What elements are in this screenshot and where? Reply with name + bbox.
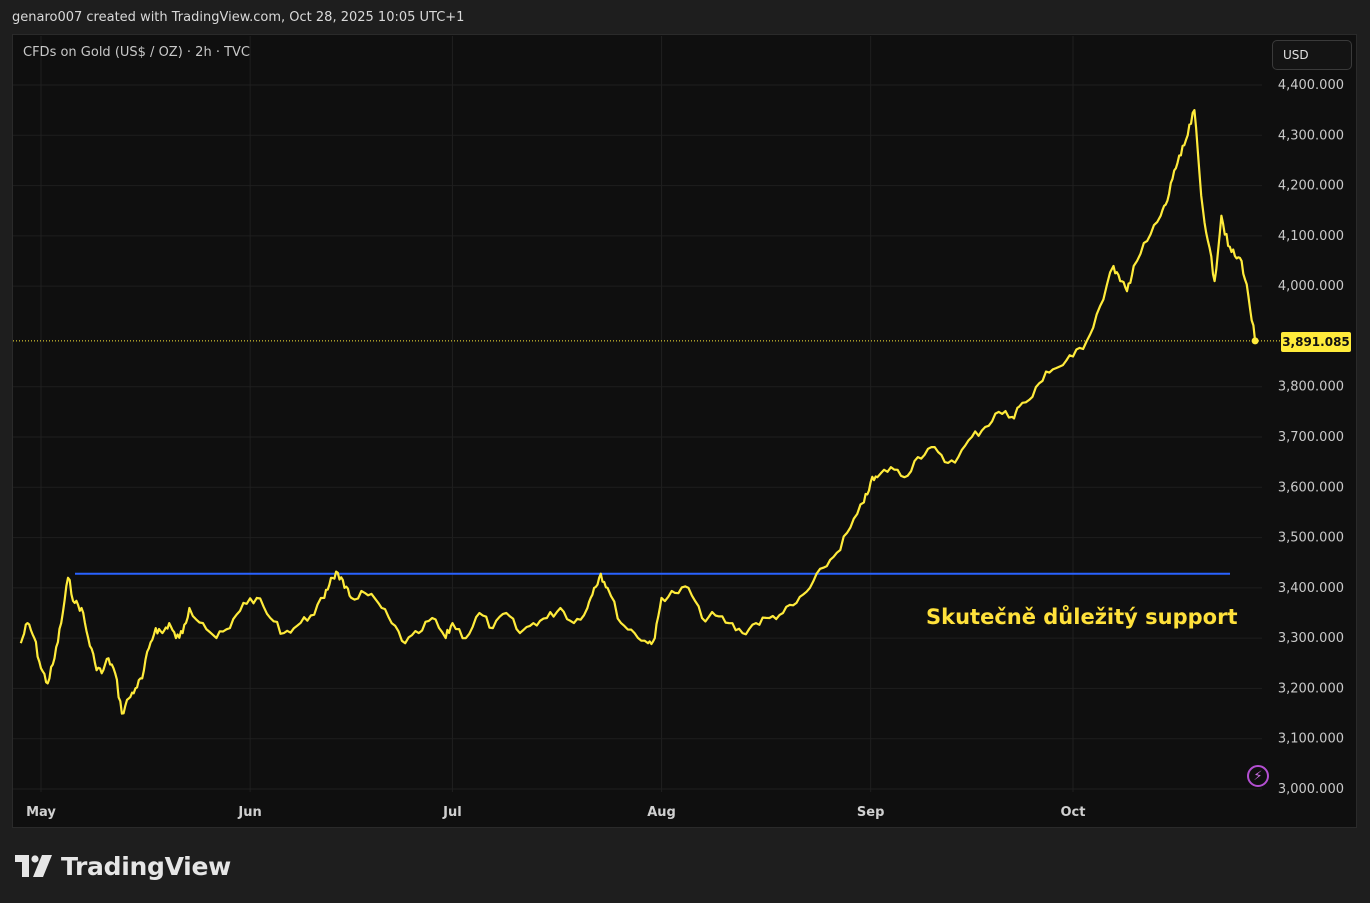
chart-attribution: genaro007 created with TradingView.com, … (12, 10, 465, 25)
x-tick-label: Sep (857, 805, 885, 820)
x-tick-label: Jun (237, 805, 261, 820)
last-price-dot (1251, 337, 1259, 345)
price-axis: 4,400.000 4,300.000 4,200.000 4,100.000 4,00… (1278, 78, 1344, 797)
x-tick-label: Jul (442, 805, 462, 820)
lightning-icon[interactable]: ⚡ (1247, 765, 1269, 787)
support-annotation: Skutečně důležitý support (926, 605, 1238, 629)
y-tick-label: 4,300.000 (1278, 128, 1344, 143)
chart-panel[interactable] (12, 34, 1357, 828)
y-tick-label: 4,200.000 (1278, 179, 1344, 194)
tradingview-logo-icon (15, 855, 52, 877)
y-tick-label: 3,600.000 (1278, 480, 1344, 495)
y-tick-label: 3,800.000 (1278, 380, 1344, 395)
y-tick-label: 3,300.000 (1278, 631, 1344, 646)
y-tick-label: 4,100.000 (1278, 229, 1344, 244)
x-tick-label: Oct (1061, 805, 1086, 820)
chart-grid (13, 36, 1262, 792)
brand-name: TradingView (61, 851, 231, 881)
currency-button[interactable]: USD (1272, 40, 1352, 70)
y-tick-label: 3,500.000 (1278, 531, 1344, 546)
y-tick-label: 3,000.000 (1278, 782, 1344, 797)
x-tick-label: May (26, 805, 56, 820)
y-tick-label: 3,400.000 (1278, 581, 1344, 596)
y-tick-label: 3,200.000 (1278, 681, 1344, 696)
symbol-legend[interactable]: CFDs on Gold (US$ / OZ) · 2h · TVC (23, 45, 250, 60)
time-axis: May Jun Jul Aug Sep Oct (26, 805, 1085, 820)
y-tick-label: 4,400.000 (1278, 78, 1344, 93)
y-tick-label: 3,700.000 (1278, 430, 1344, 445)
x-tick-label: Aug (647, 805, 676, 820)
y-tick-label: 4,000.000 (1278, 279, 1344, 294)
tradingview-logo[interactable]: TradingView (15, 849, 231, 883)
last-price-label: 3,891.085 (1281, 332, 1351, 352)
y-tick-label: 3,100.000 (1278, 732, 1344, 747)
price-series-line (19, 109, 1257, 715)
